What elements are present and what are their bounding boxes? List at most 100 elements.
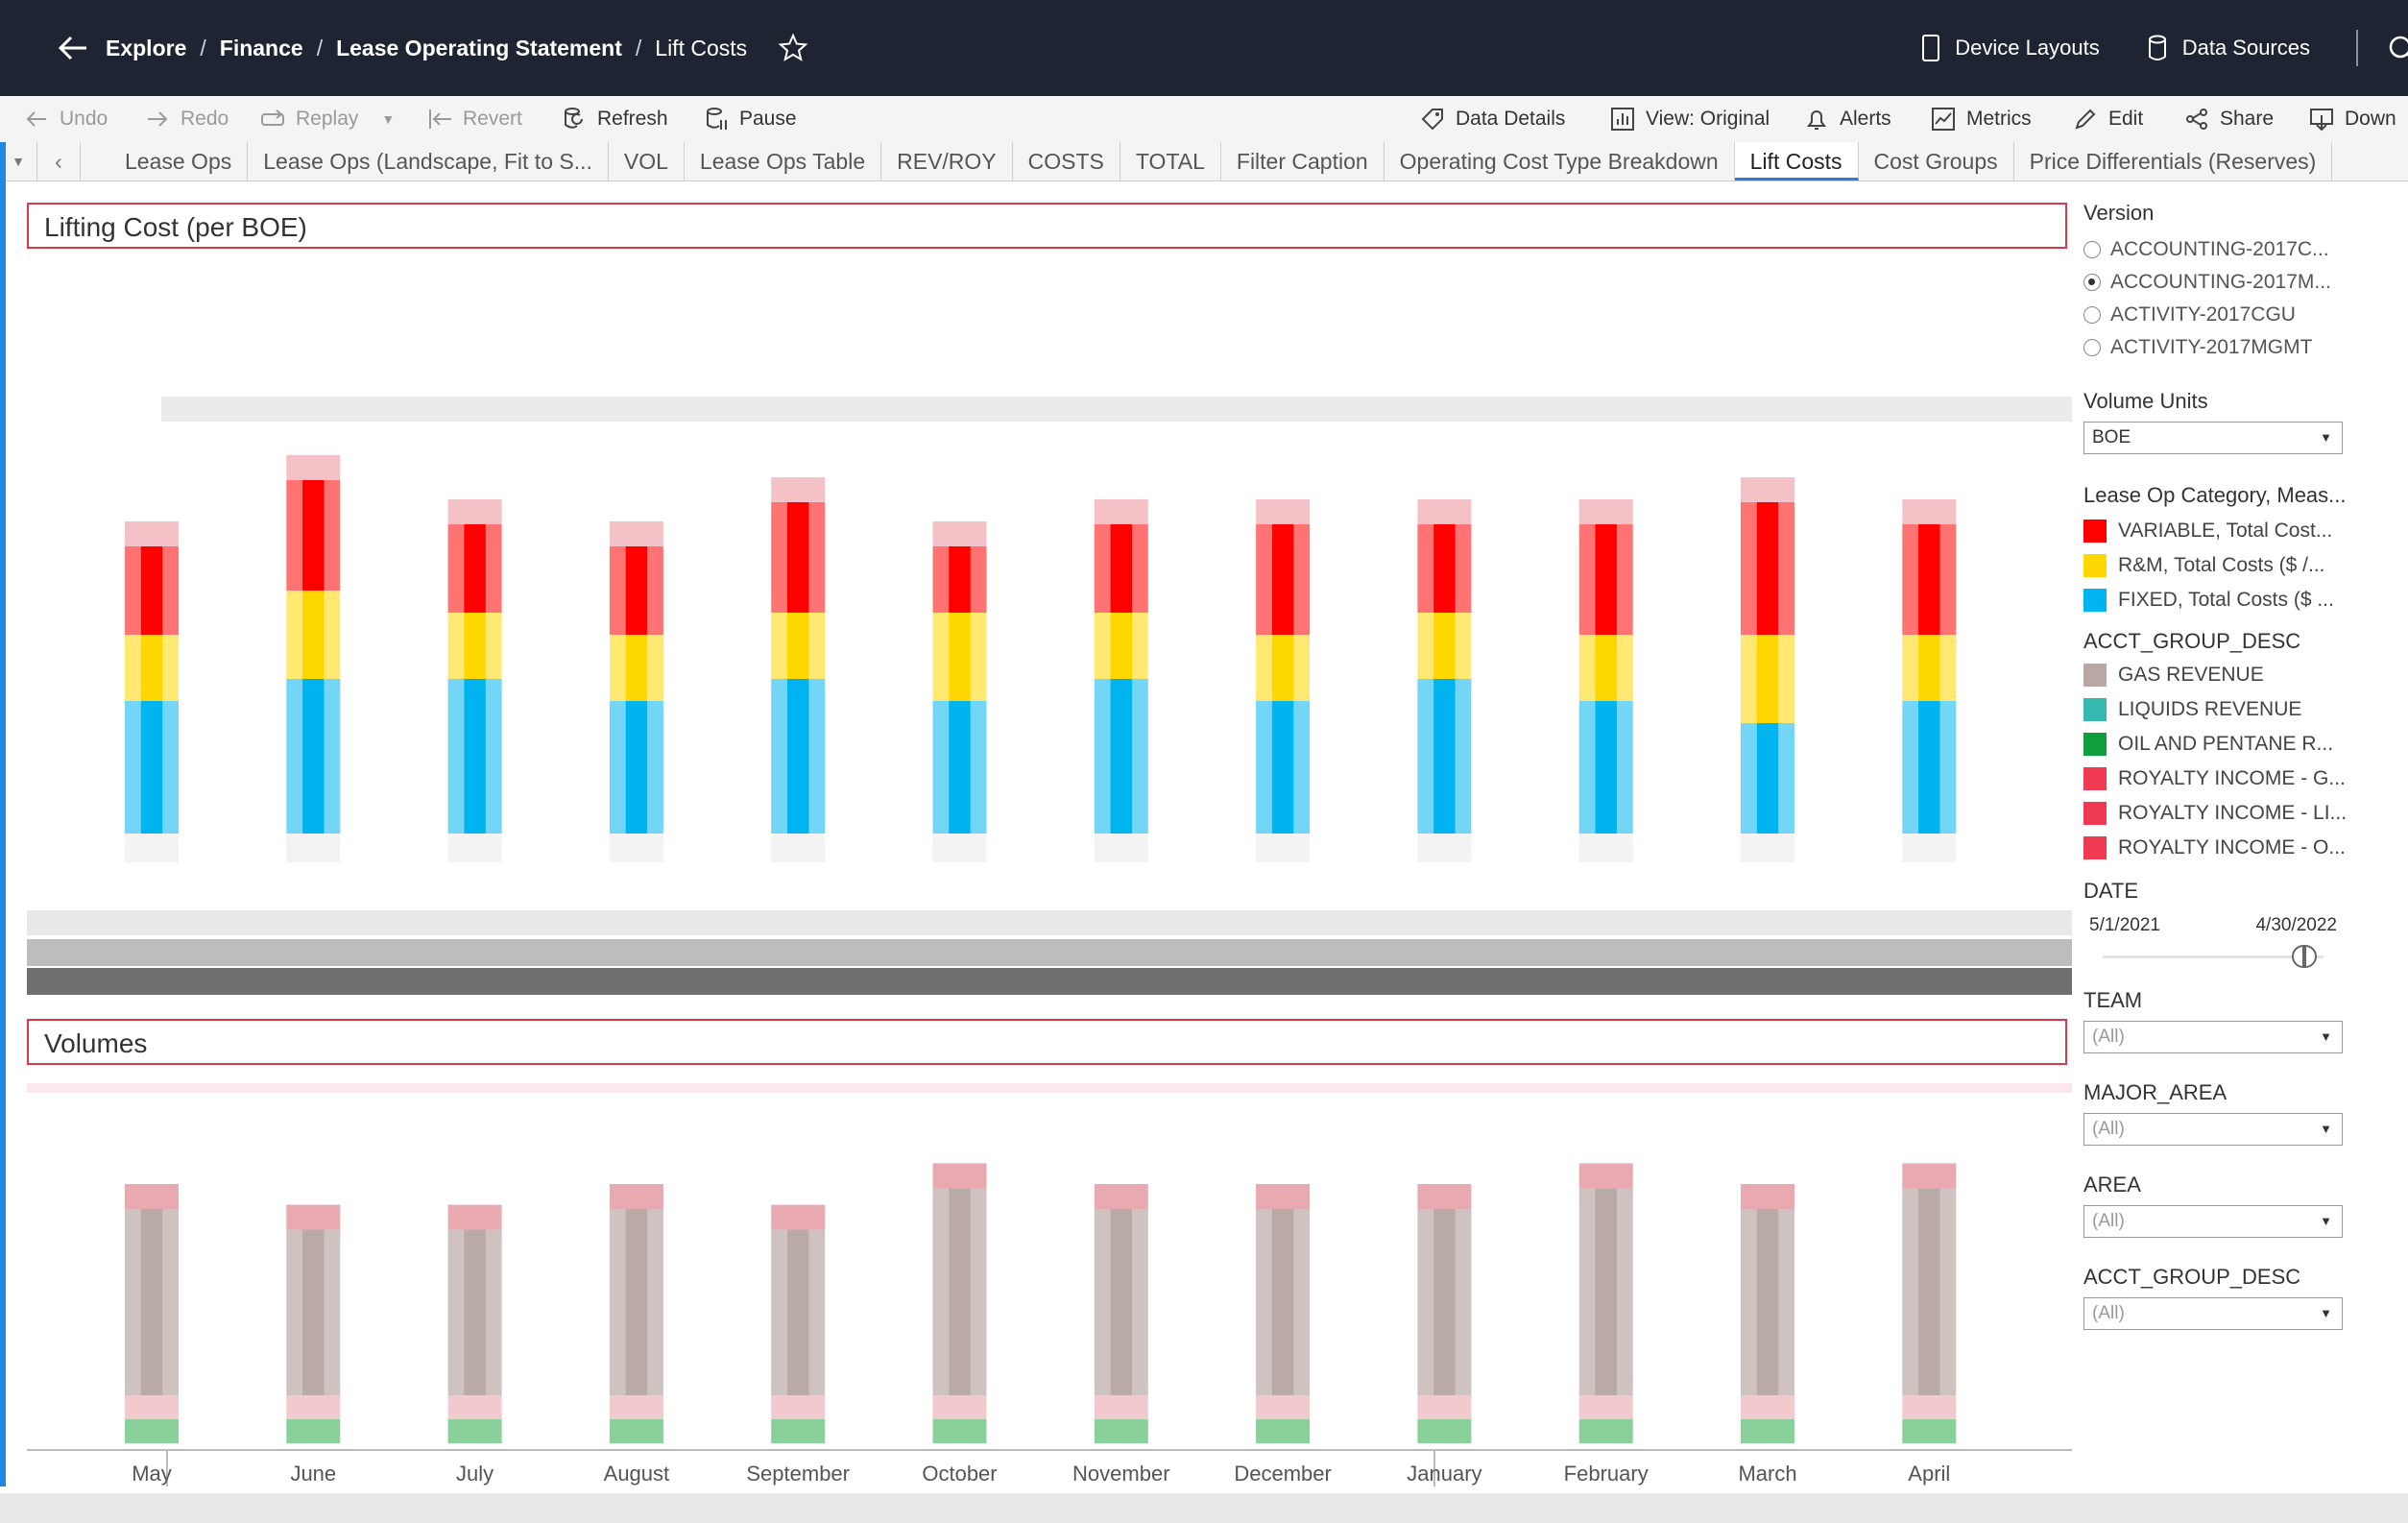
date-range-slider[interactable]	[2083, 936, 2343, 975]
revert-button[interactable]: Revert	[426, 106, 522, 133]
lift-bar-fixed[interactable]	[1902, 701, 1957, 834]
lift-bar-fixed[interactable]	[286, 679, 341, 834]
tab-lease-ops[interactable]: Lease Ops	[109, 142, 249, 181]
lift-bar-rm[interactable]	[609, 635, 663, 701]
tab-total[interactable]: TOTAL	[1120, 142, 1221, 181]
tab-operating-cost-type-breakdown[interactable]: Operating Cost Type Breakdown	[1385, 142, 1735, 181]
data-sources-button[interactable]: Data Sources	[2146, 34, 2310, 62]
version-option-accounting-2017m[interactable]: ACCOUNTING-2017M...	[2083, 266, 2400, 299]
volume-bar[interactable]	[447, 1204, 502, 1443]
legend-item-royalty-g[interactable]: ROYALTY INCOME - G...	[2083, 762, 2400, 796]
lift-bar-rm[interactable]	[1741, 635, 1794, 723]
lift-bar-rm[interactable]	[1256, 635, 1311, 701]
lift-bar-fixed[interactable]	[1256, 701, 1311, 834]
legend-item-rm[interactable]: R&M, Total Costs ($ /...	[2083, 548, 2400, 583]
favorite-star-icon[interactable]	[778, 33, 808, 63]
search-icon[interactable]	[2387, 34, 2408, 62]
metrics-button[interactable]: Metrics	[1930, 106, 2032, 133]
lift-bar-fixed[interactable]	[1094, 679, 1148, 834]
lift-bar-fixed[interactable]	[1578, 701, 1633, 834]
version-option-activity-2017cgu[interactable]: ACTIVITY-2017CGU	[2083, 299, 2400, 331]
area-select[interactable]: (All) ▼	[2083, 1205, 2343, 1238]
legend-item-oil-pentane[interactable]: OIL AND PENTANE R...	[2083, 727, 2400, 762]
lift-bar-rm[interactable]	[447, 613, 502, 679]
tab-price-differentials[interactable]: Price Differentials (Reserves)	[2014, 142, 2333, 181]
data-details-button[interactable]: Data Details	[1419, 106, 1565, 133]
lift-bar-variable[interactable]	[932, 546, 987, 613]
lift-bar-rm[interactable]	[771, 613, 826, 679]
horizontal-scrollbar[interactable]	[0, 1493, 2408, 1523]
lift-bar-variable[interactable]	[447, 524, 502, 613]
lift-bar-variable[interactable]	[1902, 524, 1957, 635]
tab-rev-roy[interactable]: REV/ROY	[881, 142, 1013, 181]
tab-cost-groups[interactable]: Cost Groups	[1859, 142, 2014, 181]
alerts-button[interactable]: Alerts	[1803, 106, 1891, 133]
lift-bar-rm[interactable]	[1902, 635, 1957, 701]
breadcrumb-explore[interactable]: Explore	[106, 35, 187, 60]
version-option-activity-2017mgmt[interactable]: ACTIVITY-2017MGMT	[2083, 331, 2400, 364]
lift-bar-rm[interactable]	[125, 635, 179, 701]
breadcrumb-lease-operating-statement[interactable]: Lease Operating Statement	[336, 35, 622, 60]
tab-filter-caption[interactable]: Filter Caption	[1221, 142, 1385, 181]
major-area-select[interactable]: (All) ▼	[2083, 1113, 2343, 1146]
legend-item-royalty-o[interactable]: ROYALTY INCOME - O...	[2083, 831, 2400, 865]
lift-bar-fixed[interactable]	[771, 679, 826, 834]
date-end[interactable]: 4/30/2022	[2255, 915, 2337, 935]
volume-bar[interactable]	[771, 1204, 826, 1443]
lift-bar-fixed[interactable]	[1417, 679, 1472, 834]
volume-bar[interactable]	[1417, 1184, 1472, 1443]
volume-bar[interactable]	[1256, 1184, 1311, 1443]
acct-group-select[interactable]: (All) ▼	[2083, 1297, 2343, 1330]
share-button[interactable]: Share	[2183, 106, 2274, 133]
lift-bar-rm[interactable]	[1417, 613, 1472, 679]
volume-bar[interactable]	[609, 1184, 663, 1443]
volume-bar[interactable]	[1902, 1163, 1957, 1443]
lift-bar-variable[interactable]	[1417, 524, 1472, 613]
lift-bar-variable[interactable]	[1256, 524, 1311, 635]
version-option-accounting-2017c[interactable]: ACCOUNTING-2017C...	[2083, 233, 2400, 266]
replay-button[interactable]: Replay ▼	[259, 106, 395, 133]
undo-button[interactable]: Undo	[23, 106, 108, 133]
lift-bar-fixed[interactable]	[932, 701, 987, 834]
breadcrumb-finance[interactable]: Finance	[219, 35, 303, 60]
legend-item-variable[interactable]: VARIABLE, Total Cost...	[2083, 514, 2400, 548]
volume-units-select[interactable]: BOE ▼	[2083, 422, 2343, 454]
lift-bar-rm[interactable]	[1578, 635, 1633, 701]
tab-lift-costs[interactable]: Lift Costs	[1734, 142, 1859, 181]
lift-bar-fixed[interactable]	[609, 701, 663, 834]
volume-bar[interactable]	[1578, 1163, 1633, 1443]
lift-bar-variable[interactable]	[1578, 524, 1633, 635]
lift-bar-variable[interactable]	[286, 480, 341, 591]
edit-button[interactable]: Edit	[2072, 106, 2143, 133]
lift-bar-variable[interactable]	[1094, 524, 1148, 613]
volume-bar[interactable]	[286, 1204, 341, 1443]
view-original-button[interactable]: View: Original	[1609, 106, 1770, 133]
slider-handle-icon[interactable]	[2287, 942, 2322, 971]
tab-vol[interactable]: VOL	[609, 142, 685, 181]
tab-lease-ops-landscape[interactable]: Lease Ops (Landscape, Fit to S...	[248, 142, 609, 181]
team-select[interactable]: (All) ▼	[2083, 1021, 2343, 1053]
lift-bar-rm[interactable]	[932, 613, 987, 701]
back-arrow-icon[interactable]	[54, 29, 92, 67]
legend-item-fixed[interactable]: FIXED, Total Costs ($ ...	[2083, 583, 2400, 617]
tabs-scroll-left-icon[interactable]: ‹	[37, 142, 81, 181]
download-button[interactable]: Down	[2308, 106, 2396, 133]
lift-bar-variable[interactable]	[125, 546, 179, 635]
lift-bar-fixed[interactable]	[1741, 723, 1794, 834]
device-layouts-button[interactable]: Device Layouts	[1920, 34, 2100, 62]
lift-bar-rm[interactable]	[1094, 613, 1148, 679]
lift-bar-fixed[interactable]	[125, 701, 179, 834]
volume-bar[interactable]	[1741, 1184, 1794, 1443]
tab-lease-ops-table[interactable]: Lease Ops Table	[685, 142, 882, 181]
tabs-menu-icon[interactable]: ▼	[0, 142, 37, 181]
redo-button[interactable]: Redo	[144, 106, 229, 133]
lift-bar-fixed[interactable]	[447, 679, 502, 834]
volume-bar[interactable]	[1094, 1184, 1148, 1443]
volume-bar[interactable]	[125, 1184, 179, 1443]
legend-item-liquids-revenue[interactable]: LIQUIDS REVENUE	[2083, 692, 2400, 727]
lift-bar-variable[interactable]	[609, 546, 663, 635]
pause-button[interactable]: Pause	[703, 106, 797, 133]
legend-item-gas-revenue[interactable]: GAS REVENUE	[2083, 658, 2400, 692]
lift-bar-rm[interactable]	[286, 591, 341, 679]
replay-dropdown-icon[interactable]: ▼	[381, 111, 396, 127]
